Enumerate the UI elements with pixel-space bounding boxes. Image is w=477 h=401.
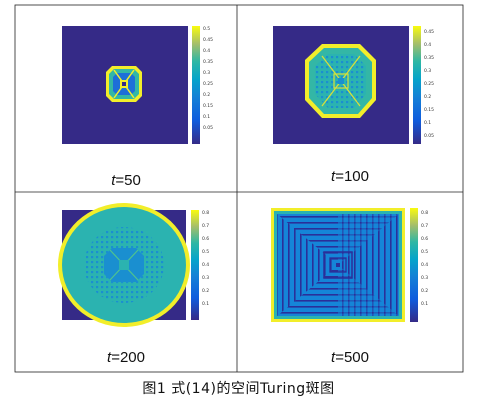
colorbar-tick: 0.4	[202, 262, 209, 268]
colorbar-tick: 0.35	[424, 55, 434, 61]
colorbar-tick: 0.25	[424, 81, 434, 87]
panel-label-t100: t=100	[331, 168, 369, 185]
colorbar-tick: 0.35	[203, 59, 213, 65]
colorbar-tick: 0.3	[202, 275, 209, 281]
colorbar-tick: 0.2	[421, 288, 428, 294]
panel-t200: 0.8 0.7 0.6 0.5 0.4 0.3 0.2 0.1 t=200	[58, 203, 209, 366]
colorbar-tick: 0.4	[424, 42, 431, 48]
colorbar-tick: 0.5	[203, 26, 210, 32]
colorbar-tick: 0.15	[424, 107, 434, 113]
pattern-image	[58, 203, 190, 327]
panel-label-t50: t=50	[111, 172, 141, 189]
colorbar-tick: 0.5	[202, 249, 209, 255]
panel-label-t200: t=200	[107, 349, 145, 366]
colorbar-tick: 0.2	[424, 94, 431, 100]
colorbar-tick: 0.05	[424, 133, 434, 139]
panel-t100: 0.45 0.4 0.35 0.3 0.25 0.2 0.15 0.1 0.05…	[273, 26, 434, 185]
colorbar-tick: 0.3	[203, 70, 210, 76]
colorbar-tick: 0.3	[424, 68, 431, 74]
panel-t500: 0.8 0.7 0.6 0.5 0.4 0.3 0.2 0.1 t=500	[271, 208, 428, 366]
colorbar-tick: 0.25	[203, 81, 213, 87]
colorbar: 0.8 0.7 0.6 0.5 0.4 0.3 0.2 0.1	[191, 210, 209, 320]
colorbar-tick: 0.45	[424, 29, 434, 35]
colorbar-tick: 0.05	[203, 125, 213, 131]
colorbar-tick: 0.1	[424, 120, 431, 126]
colorbar-tick: 0.3	[421, 275, 428, 281]
colorbar-tick: 0.1	[203, 114, 210, 120]
panel-label-t500: t=500	[331, 349, 369, 366]
colorbar-tick: 0.8	[202, 210, 209, 216]
colorbar: 0.45 0.4 0.35 0.3 0.25 0.2 0.15 0.1 0.05	[413, 26, 434, 144]
pattern-image	[62, 26, 188, 144]
panel-t50: 0.5 0.45 0.4 0.35 0.3 0.25 0.2 0.15 0.1 …	[62, 26, 213, 189]
colorbar-tick: 0.1	[202, 301, 209, 307]
figure-caption: 图1 式(14)的空间Turing斑图	[142, 381, 335, 397]
colorbar-tick: 0.4	[203, 48, 210, 54]
colorbar-tick: 0.7	[202, 223, 209, 229]
colorbar-tick: 0.45	[203, 37, 213, 43]
pattern-image	[271, 208, 405, 322]
colorbar-tick: 0.6	[202, 236, 209, 242]
colorbar-tick: 0.1	[421, 301, 428, 307]
colorbar-tick: 0.4	[421, 262, 428, 268]
colorbar: 0.8 0.7 0.6 0.5 0.4 0.3 0.2 0.1	[410, 208, 428, 322]
colorbar-tick: 0.5	[421, 249, 428, 255]
colorbar-tick: 0.15	[203, 103, 213, 109]
pattern-image	[273, 26, 409, 144]
colorbar-tick: 0.2	[202, 288, 209, 294]
colorbar-tick: 0.6	[421, 236, 428, 242]
colorbar-tick: 0.8	[421, 210, 428, 216]
colorbar-tick: 0.2	[203, 92, 210, 98]
colorbar-tick: 0.7	[421, 223, 428, 229]
figure-table-frame	[14, 4, 464, 373]
colorbar: 0.5 0.45 0.4 0.35 0.3 0.25 0.2 0.15 0.1 …	[192, 26, 213, 144]
